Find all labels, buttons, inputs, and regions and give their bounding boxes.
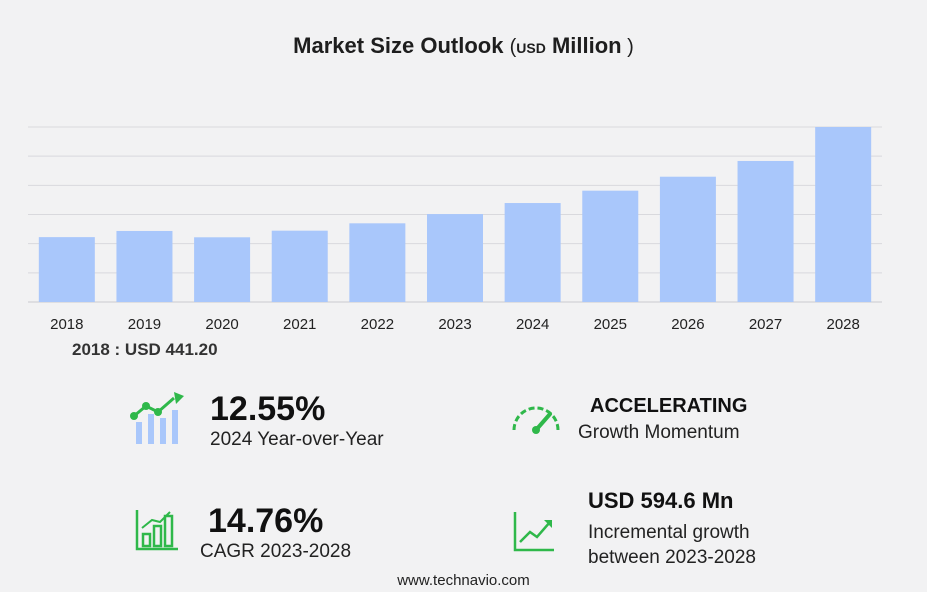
x-tick-label: 2019 bbox=[128, 316, 161, 333]
x-tick-label: 2020 bbox=[205, 316, 238, 333]
x-tick-label: 2028 bbox=[826, 316, 859, 333]
speedometer-icon bbox=[512, 406, 560, 434]
title-text: Market Size Outlook bbox=[293, 33, 504, 58]
yoy-value: 12.55% bbox=[210, 390, 326, 428]
bar-2021 bbox=[271, 230, 328, 302]
trend-line-icon bbox=[513, 512, 554, 552]
bar-2025 bbox=[582, 190, 639, 302]
x-tick-label: 2027 bbox=[749, 316, 782, 333]
bar-chart-icon bbox=[135, 510, 178, 551]
x-tick-label: 2024 bbox=[516, 316, 549, 333]
bar-2023 bbox=[427, 214, 483, 302]
bar-2022 bbox=[349, 223, 406, 302]
x-tick-label: 2022 bbox=[361, 316, 394, 333]
bar-2018 bbox=[38, 237, 95, 302]
bar-2027 bbox=[737, 160, 794, 302]
x-tick-label: 2026 bbox=[671, 316, 704, 333]
unit-prefix: USD bbox=[516, 40, 546, 56]
footer-url: www.technavio.com bbox=[397, 572, 530, 589]
incremental-kpi: USD 594.6 Mn Incremental growth between … bbox=[588, 488, 756, 570]
cagr-kpi: 14.76% CAGR 2023-2028 bbox=[200, 502, 351, 563]
yoy-kpi: 12.55% 2024 Year-over-Year bbox=[210, 390, 384, 451]
yoy-label: 2024 Year-over-Year bbox=[210, 429, 384, 450]
x-tick-label: 2018 bbox=[50, 316, 83, 333]
bar-chart: 2018 2019 2020 2021 2022 2023 2024 2025 2026 2027… bbox=[28, 126, 882, 333]
bar-2026 bbox=[659, 176, 716, 302]
chart-title: Market Size Outlook (USD Million ) bbox=[293, 33, 634, 58]
bar-2028 bbox=[815, 127, 872, 302]
unit-text: Million bbox=[551, 33, 622, 58]
x-tick-label: 2021 bbox=[283, 316, 316, 333]
momentum-label: Growth Momentum bbox=[578, 422, 740, 443]
bar-2020 bbox=[194, 237, 251, 302]
base-year-value: 2018 : USD 441.20 bbox=[72, 340, 218, 359]
momentum-kpi: ACCELERATING Growth Momentum bbox=[578, 395, 747, 444]
incremental-label-line2: between 2023-2028 bbox=[588, 547, 756, 568]
growth-bars-icon bbox=[130, 392, 184, 444]
x-tick-label: 2023 bbox=[438, 316, 471, 333]
cagr-label: CAGR 2023-2028 bbox=[200, 541, 352, 562]
bar-2019 bbox=[116, 230, 173, 302]
incremental-value: USD 594.6 Mn bbox=[588, 488, 734, 513]
incremental-label-line1: Incremental growth bbox=[588, 522, 750, 543]
bar-2024 bbox=[504, 203, 561, 302]
momentum-value: ACCELERATING bbox=[590, 395, 748, 417]
cagr-value: 14.76% bbox=[208, 502, 324, 540]
x-tick-label: 2025 bbox=[594, 316, 627, 333]
